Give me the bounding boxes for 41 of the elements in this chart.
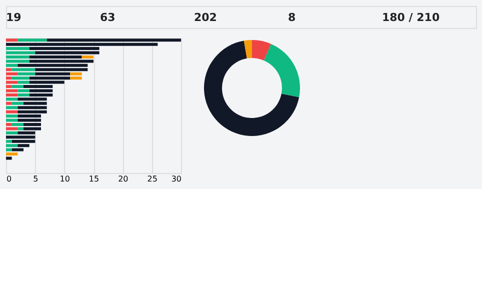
bar: [29, 76, 70, 80]
bar: [6, 89, 18, 92]
x-tick-label: 25: [147, 174, 158, 184]
bar: [18, 93, 30, 96]
x-tick-label: 5: [33, 174, 38, 184]
x-tick-label: 10: [60, 174, 70, 184]
bar: [6, 136, 36, 139]
bar: [18, 110, 47, 114]
bar: [82, 55, 94, 58]
x-tick-label: 30: [171, 174, 182, 184]
bar: [6, 131, 18, 134]
text: 8: [288, 11, 296, 24]
x-tick-label: 15: [88, 174, 100, 184]
donut-slice: [204, 40, 300, 136]
donut-slice: [264, 44, 300, 98]
x-tick-label: 20: [118, 174, 128, 184]
bar: [18, 118, 41, 122]
bar: [6, 114, 18, 118]
bar: [18, 38, 47, 42]
bar: [6, 152, 18, 156]
bar: [6, 110, 18, 114]
bar: [70, 76, 82, 80]
bar: [6, 38, 18, 42]
bar: [6, 144, 18, 148]
bar: [6, 51, 36, 54]
donut-slice: [244, 40, 252, 58]
bar: [6, 127, 18, 130]
bar: [6, 93, 18, 96]
bar: [6, 60, 30, 63]
x-tick-label: 0: [6, 174, 12, 184]
text: 63: [100, 11, 116, 24]
text: 180 / 210: [382, 11, 440, 24]
bar: [6, 102, 12, 105]
bar: [6, 156, 12, 160]
bar: [6, 80, 18, 84]
text: 19: [6, 11, 22, 24]
bar: [6, 72, 18, 76]
text: 202: [194, 11, 217, 24]
donut-slice: [252, 40, 272, 60]
bar: [18, 106, 47, 110]
bar: [70, 72, 82, 76]
